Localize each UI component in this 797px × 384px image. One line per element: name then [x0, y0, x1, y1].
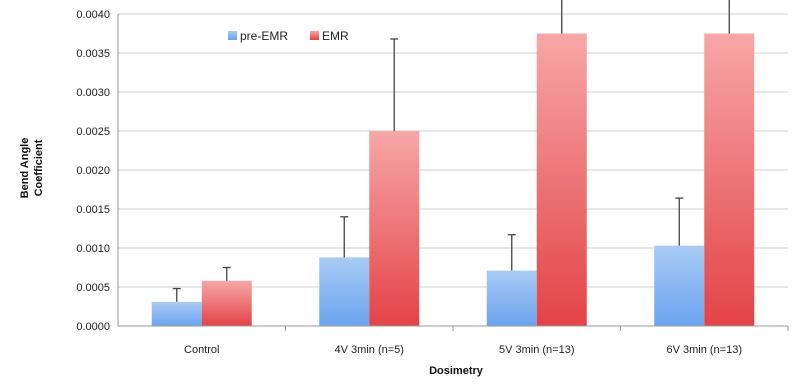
gridlines [118, 13, 788, 288]
legend-swatch-pre-emr [228, 31, 237, 40]
x-axis-ticks: Control 4V 3min (n=5) 5V 3min (n=13) 6V 3mi… [184, 326, 789, 356]
y-tick-label: 0.0005 [76, 282, 110, 294]
y-axis-title: Bend Angle Coefficient [19, 138, 45, 199]
bar-emr [201, 280, 252, 326]
bar-emr [536, 33, 587, 326]
bar-pre-emr [319, 257, 370, 326]
legend-label-pre-emr: pre-EMR [240, 29, 288, 43]
y-tick-label: 0.0035 [76, 48, 110, 60]
bar-pre-emr [151, 301, 202, 326]
y-tick-label: 0.0020 [76, 165, 110, 177]
y-tick-label: 0.0000 [76, 321, 110, 333]
legend-swatch-emr [310, 31, 319, 40]
bars [151, 33, 755, 326]
y-axis-title-line-2: Coefficient [33, 139, 45, 196]
y-axis-title-line-1: Bend Angle [19, 138, 31, 199]
y-tick-label: 0.0040 [76, 9, 110, 21]
bar-emr [369, 131, 420, 326]
y-tick-label: 0.0015 [76, 204, 110, 216]
x-tick-label: 4V 3min (n=5) [335, 344, 404, 356]
bar-pre-emr [654, 245, 705, 326]
x-tick-label: Control [184, 344, 219, 356]
x-tick-label: 6V 3min (n=13) [666, 344, 742, 356]
y-tick-label: 0.0030 [76, 87, 110, 99]
legend-label-emr: EMR [322, 29, 349, 43]
y-tick-label: 0.0010 [76, 243, 110, 255]
y-tick-label: 0.0025 [76, 126, 110, 138]
legend: pre-EMR EMR [228, 29, 349, 43]
bar-pre-emr [486, 270, 537, 326]
x-axis-title: Dosimetry [429, 365, 484, 377]
bar-emr [704, 33, 755, 326]
error-bars [172, 0, 730, 302]
y-axis-ticks: 0.0000 0.0005 0.0010 0.0015 0.0020 0.0025 0.00… [76, 9, 110, 333]
x-tick-label: 5V 3min (n=13) [499, 344, 575, 356]
